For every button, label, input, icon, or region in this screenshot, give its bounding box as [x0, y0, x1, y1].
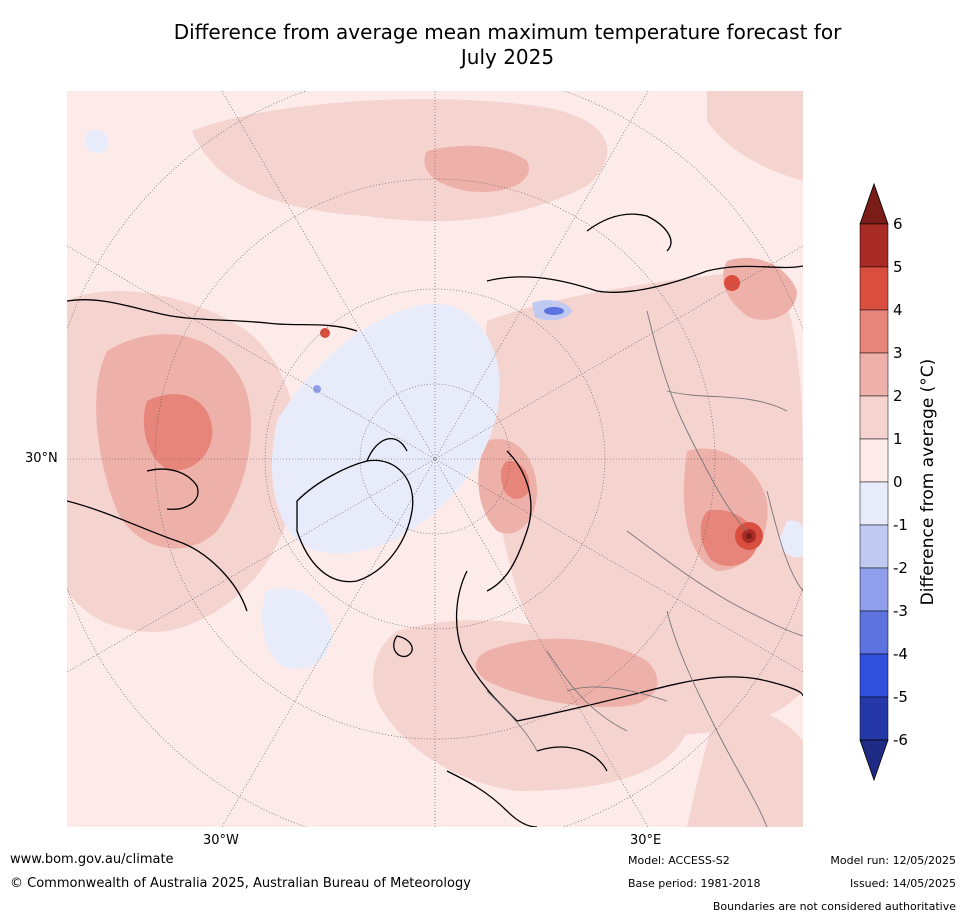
colorbar-band: [859, 696, 889, 741]
colorbar-band: [859, 223, 889, 268]
colorbar-band: [859, 481, 889, 526]
colorbar-band: [859, 653, 889, 698]
country-borders: [486, 310, 803, 827]
colorbar-tick-label: 3: [893, 344, 903, 362]
title-line-1: Difference from average mean maximum tem…: [173, 20, 842, 44]
map-svg: [67, 91, 803, 827]
title-line-2: July 2025: [460, 45, 555, 69]
colorbar-band: [859, 309, 889, 354]
colorbar-tick-label: 6: [893, 215, 903, 233]
footer-base-period: Base period: 1981-2018: [628, 877, 761, 890]
colorbar-extend-bottom: [859, 739, 889, 782]
coastlines: [67, 213, 803, 827]
anomaly-negative-regions: [85, 129, 803, 670]
colorbar-band: [859, 610, 889, 655]
footer-disclaimer: Boundaries are not considered authoritat…: [712, 900, 956, 913]
footer-issued: Issued: 14/05/2025: [849, 877, 956, 890]
colorbar-band: [859, 567, 889, 612]
footer-model-run: Model run: 12/05/2025: [830, 854, 956, 867]
colorbar-tick-label: 4: [893, 301, 903, 319]
colorbar-band: [859, 266, 889, 311]
colorbar-tick-label: -5: [893, 688, 908, 706]
colorbar-band: [859, 352, 889, 397]
colorbar-band: [859, 438, 889, 483]
colorbar-tick-label: 5: [893, 258, 903, 276]
colorbar-tick-label: -1: [893, 516, 908, 534]
colorbar-tick-label: 0: [893, 473, 903, 491]
lat-label-30n: 30°N: [25, 451, 58, 466]
colorbar-svg: 6 5 4 3 2 1 0 -1 -2 -3 -4 -5 -6 Difference from avera…: [859, 182, 938, 782]
colorbar-band: [859, 524, 889, 569]
colorbar-label: Difference from average (°C): [918, 359, 938, 606]
lon-label-30e: 30°E: [630, 833, 662, 848]
colorbar-tick-label: 1: [893, 430, 903, 448]
chart-title: Difference from average mean maximum tem…: [60, 20, 955, 70]
colorbar-tick-label: -3: [893, 602, 908, 620]
colorbar-tick-label: 2: [893, 387, 903, 405]
lon-label-30w: 30°W: [203, 833, 239, 848]
colorbar-band: [859, 395, 889, 440]
footer-model: Model: ACCESS-S2: [628, 854, 730, 867]
colorbar: 6 5 4 3 2 1 0 -1 -2 -3 -4 -5 -6 Difference from avera…: [855, 180, 965, 785]
footer-copyright: © Commonwealth of Australia 2025, Austra…: [10, 876, 471, 891]
colorbar-tick-label: -4: [893, 645, 908, 663]
colorbar-extend-top: [859, 182, 889, 225]
colorbar-tick-label: -2: [893, 559, 908, 577]
graticule: [67, 91, 803, 827]
footer-url[interactable]: www.bom.gov.au/climate: [10, 852, 174, 867]
colorbar-tick-label: -6: [893, 731, 908, 749]
forecast-map[interactable]: [67, 91, 803, 827]
anomaly-4-plus-regions: [320, 275, 763, 550]
